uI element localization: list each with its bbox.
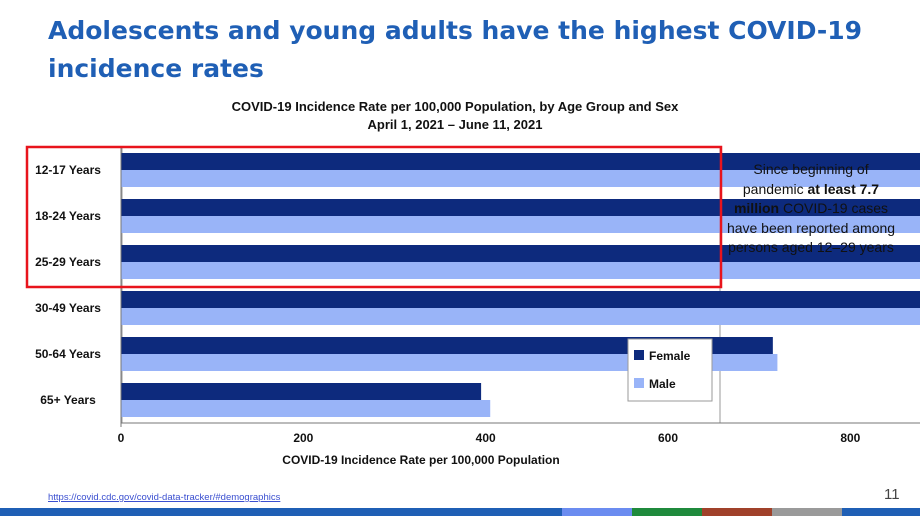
x-axis-title: COVID-19 Incidence Rate per 100,000 Popu… [282,453,559,467]
footer-segment [0,508,280,516]
page-number: 11 [884,486,900,503]
footer-segment [562,508,632,516]
footer-segment [280,508,562,516]
category-label: 18-24 Years [35,209,101,223]
footer-segment [772,508,842,516]
x-tick-label: 600 [658,431,678,445]
bar-male-50-64-years [121,354,778,371]
chart-title-block: COVID-19 Incidence Rate per 100,000 Popu… [120,98,790,134]
source-link[interactable]: https://covid.cdc.gov/covid-data-tracker… [48,492,281,503]
bar-male-65-years [121,400,491,417]
x-tick-label: 800 [840,431,860,445]
x-tick-label: 400 [476,431,496,445]
x-tick-label: 0 [118,431,125,445]
side-note-text-end: COVID-19 cases have been reported among … [726,200,896,255]
footer-segment [632,508,702,516]
slide-title: Adolescents and young adults have the hi… [48,12,868,88]
category-label: 25-29 Years [35,255,101,269]
highlight-box [25,145,723,289]
legend-label-male: Male [649,377,676,391]
side-note-highlight: at least 7.7 million [733,180,880,217]
footer-color-bar [0,508,920,516]
slide-title-line-1: Adolescents and young adults have the hi… [48,16,863,45]
footer-segment [702,508,772,516]
category-label: 65+ Years [40,393,96,407]
legend-swatch-male [634,378,644,388]
category-label: 50-64 Years [35,347,101,361]
chart-subtitle: April 1, 2021 – June 11, 2021 [367,117,543,132]
bar-male-30-49-years [121,308,920,325]
side-note-text: Since beginning of pandemic [742,161,869,197]
bar-female-50-64-years [121,337,773,354]
bar-female-65-years [121,383,482,400]
slide-title-line-2: incidence rates [48,54,264,83]
legend-swatch-female [634,350,644,360]
footer-segment [842,508,920,516]
bar-female-30-49-years [121,291,920,308]
x-tick-label: 200 [293,431,313,445]
category-label: 12-17 Years [35,163,101,177]
chart-title: COVID-19 Incidence Rate per 100,000 Popu… [231,99,679,114]
category-label: 30-49 Years [35,301,101,315]
legend-label-female: Female [649,349,691,363]
bar-male-25-29-years [121,262,920,279]
legend-box [627,338,713,402]
side-note: Since beginning of pandemic at least 7.7… [724,160,898,258]
